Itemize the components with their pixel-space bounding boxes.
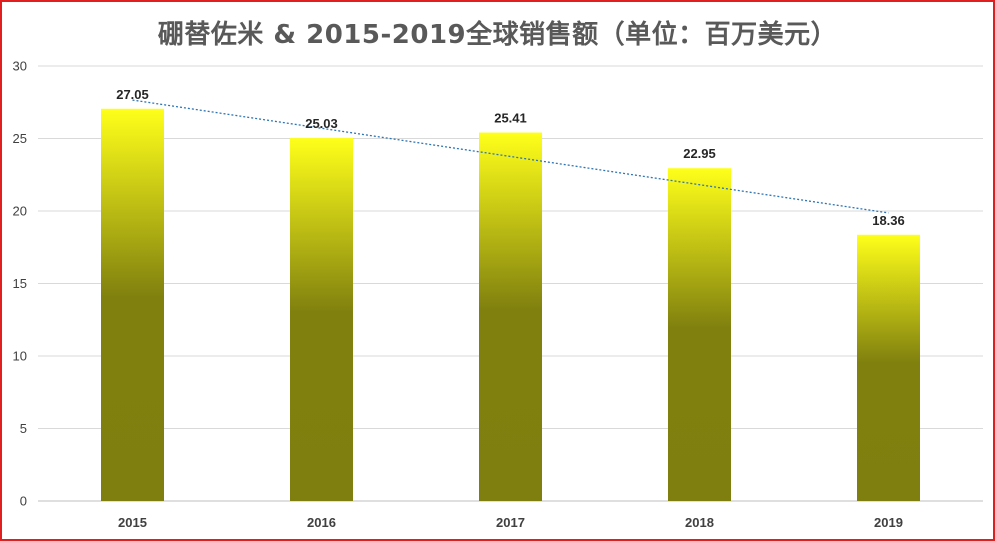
data-label: 27.05 — [116, 87, 149, 102]
bar — [857, 234, 920, 501]
y-tick-label: 25 — [13, 131, 27, 146]
bar — [668, 168, 731, 501]
data-label: 25.03 — [305, 116, 338, 131]
y-tick-label: 30 — [13, 59, 27, 74]
bar — [290, 138, 353, 501]
y-tick-label: 10 — [13, 349, 27, 364]
x-tick-label: 2019 — [874, 515, 903, 530]
y-tick-label: 15 — [13, 276, 27, 291]
bar — [479, 132, 542, 501]
x-tick-label: 2018 — [685, 515, 714, 530]
x-tick-label: 2015 — [118, 515, 147, 530]
data-label: 22.95 — [683, 146, 716, 161]
y-tick-label: 5 — [20, 421, 27, 436]
x-axis-ticks: 2015 2016 2017 2018 2019 — [118, 515, 903, 530]
y-tick-label: 0 — [20, 494, 27, 509]
data-label: 18.36 — [872, 213, 905, 228]
x-tick-label: 2016 — [307, 515, 336, 530]
trendline-path — [132, 99, 889, 214]
bars — [101, 108, 920, 502]
trendline — [132, 99, 889, 214]
data-label: 25.41 — [494, 111, 527, 126]
y-tick-label: 20 — [13, 204, 27, 219]
data-labels: 27.05 25.03 25.41 22.95 18.36 — [116, 87, 905, 228]
x-tick-label: 2017 — [496, 515, 525, 530]
chart-title: 硼替佐米 & 2015-2019全球销售额（单位：百万美元） — [157, 20, 838, 50]
bar — [101, 108, 164, 502]
y-axis-ticks: 0 5 10 15 20 25 30 — [13, 59, 27, 509]
